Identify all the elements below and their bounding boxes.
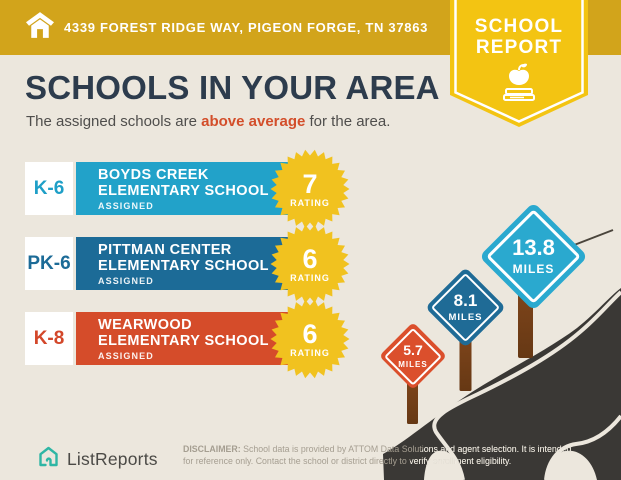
miles-value: 5.7 [403,342,423,358]
rating-label: RATING [290,347,330,358]
rating-label: RATING [290,197,330,208]
school-name-line1: WEARWOOD [98,316,192,333]
school-name-line2: ELEMENTARY SCHOOL [98,182,269,199]
rating-value: 6 [302,243,318,274]
disclaimer-text: DISCLAIMER: School data is provided by A… [183,444,572,466]
school-name-line2: ELEMENTARY SCHOOL [98,332,269,349]
listreports-house-icon [37,445,60,473]
school-name-line2: ELEMENTARY SCHOOL [98,257,269,274]
subtitle: The assigned schools are above average f… [26,113,391,130]
miles-unit: MILES [398,360,428,369]
miles-value: 13.8 [512,235,555,260]
school-name-line1: BOYDS CREEK [98,166,209,183]
rating-value: 6 [302,318,318,349]
grade-range: K-6 [25,162,73,215]
brand-name: ListReports [67,448,158,469]
property-address: 4339 FOREST RIDGE WAY, PIGEON FORGE, TN … [64,20,429,35]
assigned-tag: ASSIGNED [98,200,154,211]
grade-range: PK-6 [25,237,73,290]
assigned-tag: ASSIGNED [98,275,154,286]
school-row: PK-6 PITTMAN CENTER ELEMENTARY SCHOOL AS… [25,224,375,304]
road-line-outer [544,414,621,480]
mileage-sign-large: 13.8 MILES [479,202,588,311]
disclaimer-text-overlay: DISCLAIMER: School data is provided by A… [183,444,572,466]
miles-unit: MILES [512,262,555,276]
home-icon [26,12,54,43]
grade-range: K-8 [25,312,73,365]
badge-line2: REPORT [475,37,563,58]
assigned-tag: ASSIGNED [98,350,154,361]
miles-unit: MILES [448,312,483,323]
rating-starburst: 7 RATING [270,149,350,229]
badge-line1: SCHOOL [474,16,564,37]
mileage-sign-medium: 8.1 MILES [425,267,506,348]
rating-starburst: 6 RATING [270,299,350,379]
page-title: SCHOOLS IN YOUR AREA [25,69,440,106]
school-row: K-8 WEARWOOD ELEMENTARY SCHOOL ASSIGNED … [25,299,375,379]
miles-value: 8.1 [453,291,478,310]
rating-label: RATING [290,272,330,283]
subtitle-highlight: above average [201,113,306,130]
mileage-sign-small: 5.7 MILES [379,322,447,390]
school-row: K-6 BOYDS CREEK ELEMENTARY SCHOOL ASSIGN… [25,149,375,229]
apple-books-icon [500,62,538,107]
school-name-line1: PITTMAN CENTER [98,241,232,258]
road-line-inner [432,290,621,480]
rating-value: 7 [302,168,318,199]
listreports-logo: ListReports [37,445,158,473]
school-report-badge: SCHOOL REPORT [450,0,588,132]
rating-starburst: 6 RATING [270,224,350,304]
